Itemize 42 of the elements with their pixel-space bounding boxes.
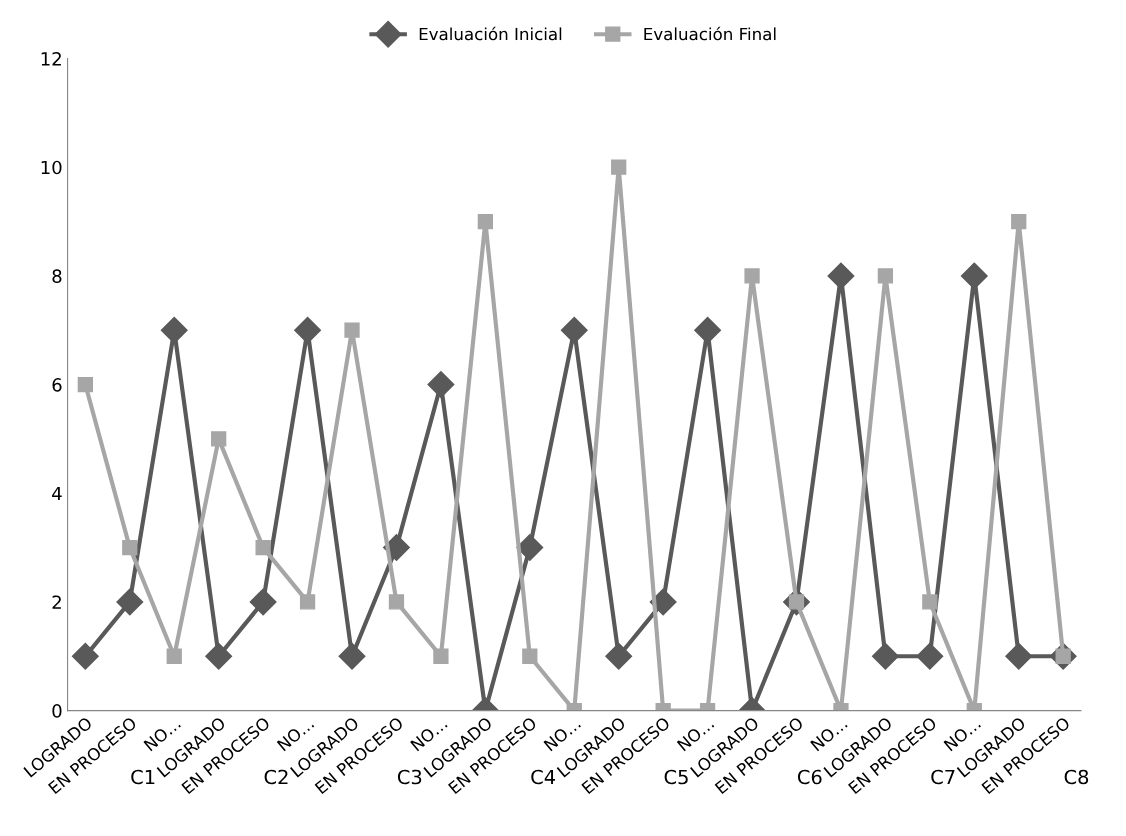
point — [916, 642, 944, 670]
y-tick-label: 0 — [52, 704, 62, 718]
point — [255, 539, 271, 556]
y-tick-label: 12 — [41, 51, 61, 66]
point — [694, 316, 722, 344]
point — [77, 376, 93, 393]
point — [388, 594, 405, 610]
y-tick-label: 8 — [52, 269, 62, 283]
y-tick-label: 10 — [41, 160, 62, 175]
y-tick-label: 2 — [52, 595, 61, 609]
point — [338, 642, 366, 670]
point — [427, 371, 455, 399]
point — [827, 262, 855, 290]
point — [344, 322, 360, 338]
point — [160, 316, 188, 344]
point — [960, 262, 988, 290]
point — [522, 648, 538, 664]
point — [205, 642, 233, 670]
point — [922, 594, 938, 610]
point — [611, 159, 627, 175]
point — [1005, 642, 1033, 670]
point — [516, 534, 544, 562]
legend-label: Evaluación Final — [644, 26, 776, 41]
point — [433, 648, 449, 664]
point — [249, 588, 277, 616]
legend-label: Evaluación Inicial — [419, 26, 562, 41]
point — [122, 539, 138, 556]
point — [744, 268, 760, 284]
point — [211, 431, 227, 447]
point — [116, 588, 144, 616]
point — [299, 594, 316, 610]
point — [1011, 213, 1027, 230]
point — [294, 316, 322, 344]
y-tick-label: 4 — [52, 486, 62, 501]
point — [871, 642, 899, 670]
point — [560, 316, 588, 344]
y-tick-label: 6 — [52, 378, 62, 392]
point — [166, 648, 182, 664]
point — [477, 213, 494, 230]
point — [71, 642, 99, 670]
point — [877, 268, 894, 284]
point — [605, 642, 633, 670]
